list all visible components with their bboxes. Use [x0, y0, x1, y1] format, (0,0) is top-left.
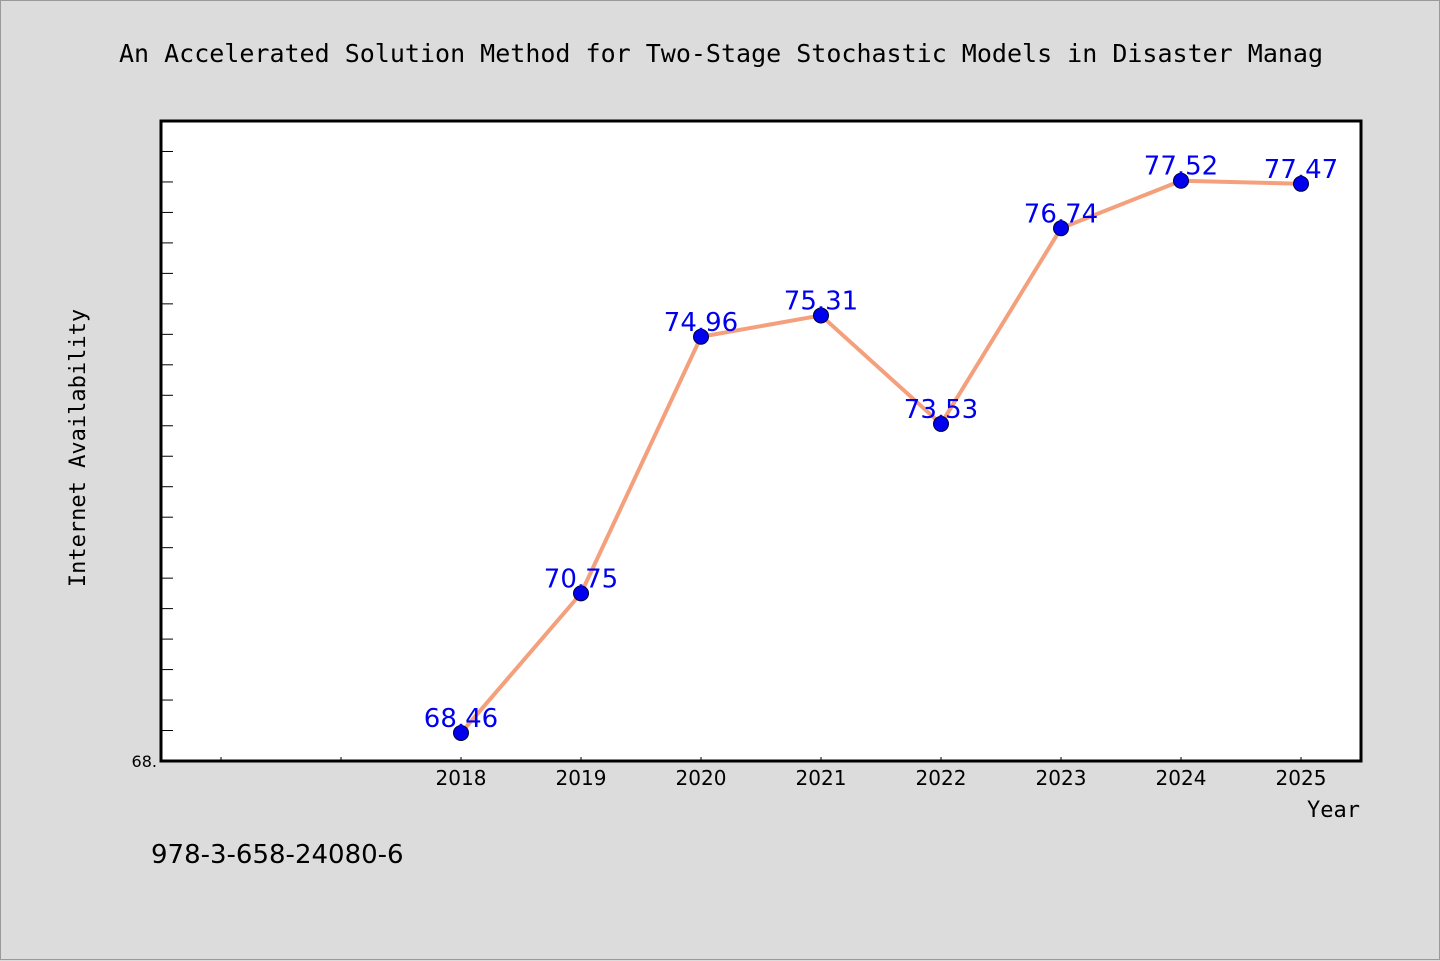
- series-line: [459, 178, 1302, 735]
- data-point: [813, 307, 829, 324]
- x-tick-label: 2022: [916, 766, 967, 790]
- y-axis-label: Internet Availability: [66, 309, 91, 587]
- chart-title: An Accelerated Solution Method for Two-S…: [119, 39, 1323, 68]
- data-point: [1173, 172, 1189, 189]
- x-tick-label: 2025: [1276, 766, 1327, 790]
- data-label: 68.46: [424, 704, 498, 734]
- x-axis-label: Year: [1307, 798, 1360, 823]
- isbn-text: 978-3-658-24080-6: [151, 840, 404, 870]
- data-label: 77.47: [1264, 155, 1338, 185]
- x-axis-ticks: 2018 2019 2020 2021 2022 2023 2024 2025: [220, 757, 1327, 790]
- data-point: [1293, 175, 1309, 192]
- y-tick-label: 68.: [132, 752, 157, 771]
- x-tick-label: 2019: [556, 766, 607, 790]
- x-tick-label: 2023: [1036, 766, 1087, 790]
- plot-area: [159, 119, 1363, 763]
- data-label: 73.53: [904, 395, 978, 425]
- data-label: 75.31: [784, 286, 858, 316]
- x-tick-label: 2020: [676, 766, 727, 790]
- data-label: 76.74: [1024, 199, 1098, 229]
- x-tick-label: 2024: [1156, 766, 1207, 790]
- data-point: [453, 724, 469, 741]
- data-label: 77.52: [1144, 152, 1218, 182]
- data-point: [1053, 220, 1069, 237]
- data-point: [693, 328, 709, 345]
- y-axis-ticks: [161, 150, 173, 762]
- data-label: 74.96: [664, 308, 738, 338]
- x-tick-label: 2018: [436, 766, 487, 790]
- data-labels-layer: 68.46 70.75 74.96 75.31 73.53 76.74 77.52 77.47: [424, 152, 1338, 734]
- series-layer: [453, 172, 1309, 741]
- x-tick-label: 2021: [796, 766, 847, 790]
- data-label: 70.75: [544, 564, 618, 594]
- data-point: [933, 415, 949, 432]
- data-point: [573, 585, 589, 602]
